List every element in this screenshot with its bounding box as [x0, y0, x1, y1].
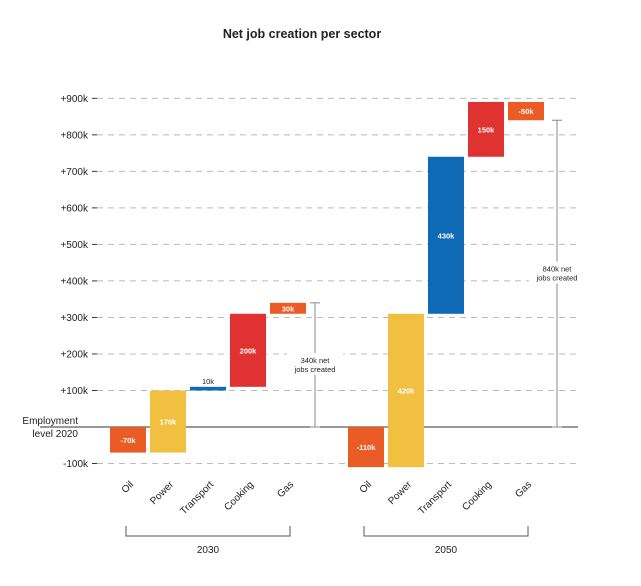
data-label: 420k [398, 386, 416, 395]
y-tick-label: +700k [60, 167, 89, 178]
y-tick-label: +400k [60, 276, 89, 287]
y-tick-label: +500k [60, 240, 89, 251]
group-bracket [125, 526, 291, 537]
y-tick-label: +600k [60, 203, 89, 214]
bar-2050-cooking [468, 101, 504, 157]
y-tick-label: +800k [60, 130, 89, 141]
bar-2030-cooking [230, 313, 266, 387]
x-tick-label: Gas [513, 479, 534, 500]
y-axis: +900k +800k +700k +600k +500k +400k +300k +200k… [22, 94, 97, 470]
group-label-2030: 2030 [197, 545, 220, 556]
bar-2050-oil [348, 427, 384, 468]
group-brackets: 2030 2050 [125, 526, 529, 556]
data-label: 430k [438, 231, 456, 240]
bars [110, 101, 544, 468]
x-tick-label: Cooking [460, 479, 494, 513]
total-label-line1: 840k net [543, 265, 573, 274]
x-tick-label: Transport [416, 479, 454, 517]
y-tick-label: +200k [60, 349, 89, 360]
x-tick-label: Oil [358, 479, 374, 495]
data-label: 200k [240, 346, 258, 355]
data-label: 170k [160, 418, 178, 427]
bar-2030-transport [190, 386, 226, 391]
y-tick-label: +300k [60, 313, 89, 324]
data-label: -70k [120, 436, 136, 445]
bar-2030-gas [270, 302, 306, 314]
data-label: 10k [202, 377, 214, 386]
x-tick-label: Transport [178, 479, 216, 517]
y-tick-label: +900k [60, 94, 89, 105]
total-label-line1: 340k net [301, 356, 331, 365]
baseline-label-line1: Employment [22, 416, 78, 427]
total-label-bg [287, 352, 343, 375]
baseline-label-line2: level 2020 [32, 429, 78, 440]
data-label: 150k [478, 125, 496, 134]
x-tick-label: Gas [275, 479, 296, 500]
bar-2030-oil [110, 427, 146, 453]
group-bracket [363, 526, 529, 537]
total-label-bg [529, 261, 585, 284]
x-tick-label: Oil [120, 479, 136, 495]
group-label-2050: 2050 [435, 545, 458, 556]
bar-2030-power [150, 390, 186, 453]
data-label: 30k [282, 304, 295, 313]
data-label: -50k [518, 107, 534, 116]
bar-2050-gas [508, 101, 544, 121]
total-label-line2: jobs created [294, 365, 336, 374]
x-tick-label: Power [148, 479, 176, 507]
chart-title: Net job creation per sector [223, 27, 382, 41]
bar-labels: -70k 170k 10k 200k 30k -110k 420k 430k 150k -50k [120, 107, 534, 452]
y-tick-label: -100k [63, 459, 89, 470]
x-axis: Oil Power Transport Cooking Gas Oil Power Trans… [120, 479, 534, 517]
x-tick-label: Power [386, 479, 414, 507]
total-label-line2: jobs created [536, 274, 578, 283]
x-tick-label: Cooking [222, 479, 256, 513]
bar-2050-transport [428, 156, 464, 314]
y-tick-label: +100k [60, 386, 89, 397]
data-label: -110k [357, 443, 377, 452]
bar-2050-power [388, 313, 424, 468]
